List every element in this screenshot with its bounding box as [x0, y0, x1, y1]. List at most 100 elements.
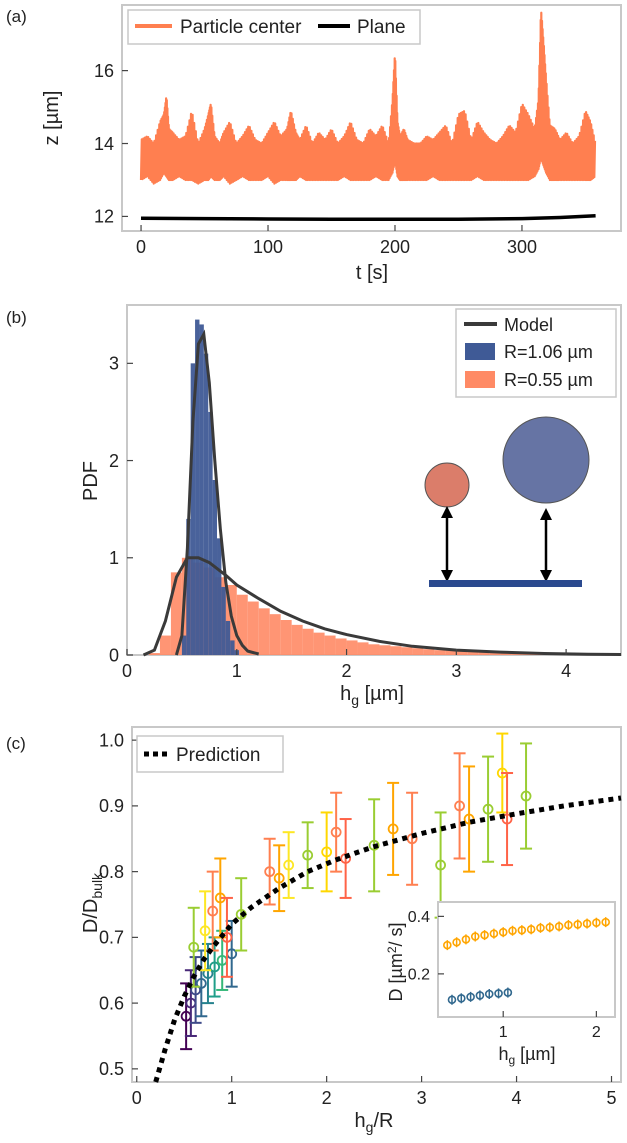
panel-c-y-axis-label: D/Dbulk	[80, 872, 105, 933]
panel-b-y-tick-label: 3	[109, 354, 119, 374]
panel-b-y-tick-label: 2	[109, 451, 119, 471]
inset-y-ticks: 0.2 0.4	[408, 909, 444, 983]
hist-bar-large	[221, 586, 226, 655]
inset-point	[582, 919, 592, 928]
large-arrow-head-top	[540, 508, 552, 520]
data-point	[330, 826, 342, 838]
hist-bar-small	[412, 648, 424, 655]
hist-bar-large	[217, 538, 222, 655]
panel-a-label: (a)	[6, 7, 27, 26]
inset-point	[564, 920, 573, 930]
inset-point	[475, 991, 485, 1000]
data-point	[482, 803, 494, 815]
inset-point	[461, 935, 471, 944]
panel-a-frame	[121, 4, 622, 232]
model-curve-large	[174, 329, 260, 656]
panel-a-x-ticks: 0 100 200 300	[136, 225, 537, 257]
hist-bar-large	[199, 324, 204, 655]
hist-bar-small	[291, 624, 303, 655]
panel-c-legend: Prediction	[136, 735, 284, 773]
inset-point	[498, 927, 508, 937]
legend-swatch-small-particle	[465, 371, 495, 388]
inset-point	[480, 930, 489, 940]
inset-point	[470, 932, 480, 941]
panel-b-x-tick-label: 1	[232, 661, 242, 681]
panel-a-y-ticks: 12 14 16	[94, 61, 128, 227]
particle-schematic	[424, 416, 590, 587]
hist-bar-small	[467, 651, 479, 655]
panel-c-y-tick-label: 0.9	[99, 796, 124, 816]
inset-point	[592, 918, 601, 928]
panel-c-x-ticks: 0 1 2 3 4 5	[132, 1076, 617, 1108]
hist-bar-large	[208, 411, 213, 655]
hist-bar-large	[203, 353, 209, 655]
inset-point	[447, 995, 457, 1005]
panel-c-x-tick-label: 3	[417, 1088, 427, 1108]
hist-bar-small	[445, 650, 457, 655]
hist-bar-large	[186, 518, 191, 655]
inset-x-tick-label: 1	[499, 1024, 508, 1041]
hist-bar-large	[225, 620, 231, 655]
inset-point	[517, 925, 527, 935]
panel-b-x-tick-label: 0	[122, 661, 132, 681]
data-point	[273, 872, 285, 884]
inset-point	[554, 922, 564, 931]
panel-b-x-tick-label: 3	[451, 661, 461, 681]
inset-point	[545, 922, 555, 932]
hist-bar-small	[423, 649, 435, 655]
legend-label-particle-center: Particle center	[180, 17, 302, 38]
panel-a-legend-box	[127, 9, 421, 45]
panel-b-x-tick-label: 4	[561, 661, 571, 681]
data-point	[501, 813, 513, 825]
panel-b-x-axis-label: hg [µm]	[340, 683, 404, 708]
plane-bar	[429, 580, 582, 587]
panel-b-legend: Model R=1.06 µm R=0.55 µm	[455, 308, 617, 398]
inset-plot-area	[443, 917, 610, 1005]
data-point	[190, 984, 202, 996]
inset-point	[573, 920, 583, 929]
inset-point	[484, 989, 494, 999]
small-arrow-head-top	[441, 506, 453, 518]
model-curve-small	[142, 556, 622, 657]
hist-bar-large	[190, 363, 196, 655]
panel-b-chart: 0 1 2 3 4 0 1 2 3 hg [µm] PDF Model R=1.06 µm R…	[80, 304, 622, 708]
data-point	[202, 968, 214, 979]
panel-c-x-tick-label: 5	[606, 1088, 616, 1108]
data-point	[387, 823, 399, 835]
panel-a-x-tick-label: 200	[380, 237, 410, 257]
small-arrow-head-bottom	[441, 570, 453, 582]
data-point	[454, 800, 465, 812]
panel-a-legend: Particle center Plane	[127, 9, 421, 45]
inset-point	[466, 992, 475, 1002]
hist-bar-small	[390, 646, 402, 655]
inset-x-tick-label: 2	[592, 1024, 601, 1041]
inset-point	[503, 988, 513, 997]
data-point	[321, 846, 333, 858]
hist-bar-small	[302, 628, 314, 655]
hist-bar-small	[346, 640, 358, 655]
plane-line	[140, 213, 596, 222]
hist-bar-small	[401, 647, 413, 655]
data-point	[435, 859, 446, 871]
panel-c-y-tick-label: 0.5	[99, 1059, 124, 1079]
small-particle-circle	[424, 462, 470, 508]
panel-b-y-tick-label: 0	[109, 645, 119, 665]
large-particle-circle	[502, 416, 590, 504]
legend-label-large-particle: R=1.06 µm	[504, 342, 593, 362]
inset-point	[508, 926, 517, 936]
panel-c-y-ticks: 0.5 0.6 0.7 0.8 0.9 1.0	[99, 730, 138, 1079]
hist-bar-small	[368, 644, 380, 655]
panel-b-y-ticks: 0 1 2 3	[109, 354, 133, 665]
inset-point	[443, 940, 452, 950]
panel-c-y-tick-label: 0.8	[99, 862, 124, 882]
panel-c-x-tick-label: 4	[512, 1088, 522, 1108]
inset-point	[494, 989, 503, 998]
legend-label-plane: Plane	[357, 17, 406, 38]
inset-point	[489, 929, 499, 938]
hist-bar-small	[159, 635, 171, 655]
panel-a-plot-area	[139, 11, 597, 222]
hist-bar-small	[335, 638, 347, 655]
panel-b-y-tick-label: 1	[109, 548, 119, 568]
